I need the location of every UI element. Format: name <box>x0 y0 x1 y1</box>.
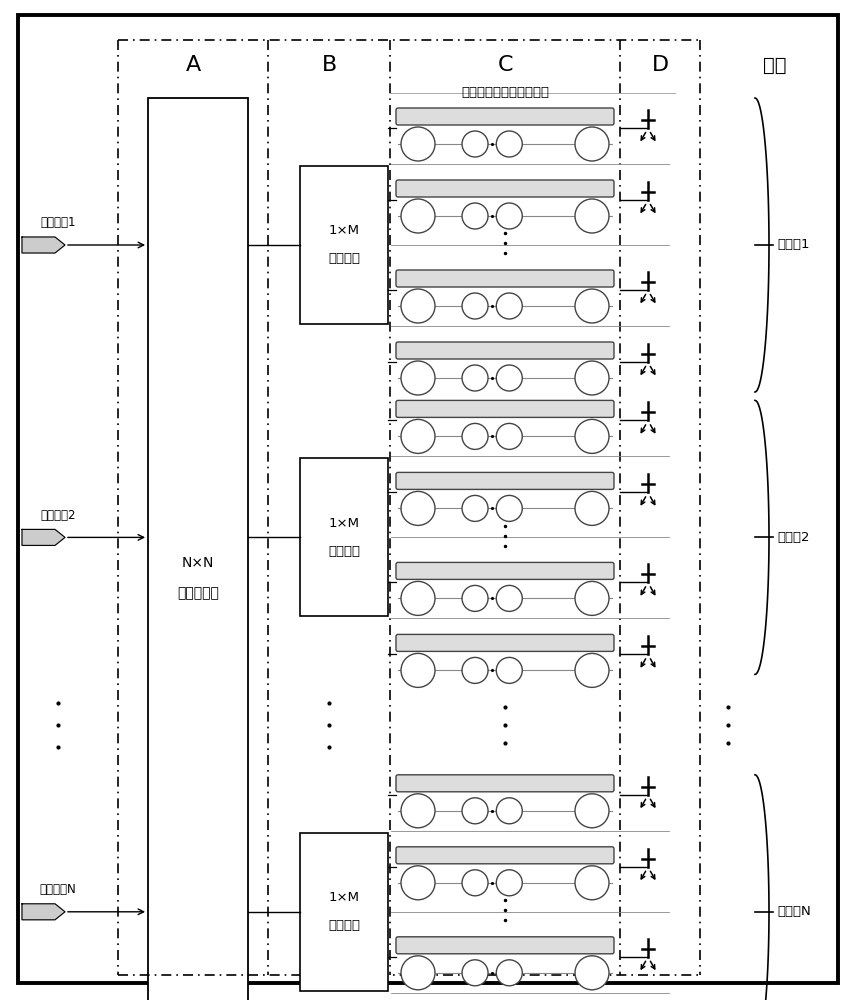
Circle shape <box>496 293 522 319</box>
Circle shape <box>462 657 488 683</box>
Circle shape <box>401 199 435 233</box>
Text: N×N: N×N <box>182 556 215 570</box>
Text: 子阵列2: 子阵列2 <box>777 531 810 544</box>
Circle shape <box>496 798 522 824</box>
Text: 光分路器: 光分路器 <box>328 252 360 265</box>
Polygon shape <box>22 529 65 545</box>
Circle shape <box>462 798 488 824</box>
Text: 光纤输入1: 光纤输入1 <box>40 217 76 230</box>
Circle shape <box>575 653 609 687</box>
Bar <box>148 98 248 1000</box>
FancyBboxPatch shape <box>396 108 614 125</box>
Circle shape <box>496 870 522 896</box>
Circle shape <box>462 203 488 229</box>
Circle shape <box>496 423 522 449</box>
Circle shape <box>401 491 435 525</box>
Circle shape <box>496 495 522 521</box>
Circle shape <box>575 794 609 828</box>
Circle shape <box>496 657 522 683</box>
Circle shape <box>462 365 488 391</box>
Text: 光纤输入2: 光纤输入2 <box>40 509 76 522</box>
Circle shape <box>401 289 435 323</box>
Circle shape <box>462 960 488 986</box>
Circle shape <box>401 127 435 161</box>
Circle shape <box>575 127 609 161</box>
Circle shape <box>462 423 488 449</box>
FancyBboxPatch shape <box>396 937 614 954</box>
Circle shape <box>575 866 609 900</box>
Circle shape <box>401 361 435 395</box>
FancyBboxPatch shape <box>396 342 614 359</box>
Circle shape <box>462 870 488 896</box>
Circle shape <box>575 419 609 453</box>
Text: 超宽带微波光子延时单元: 超宽带微波光子延时单元 <box>461 86 549 99</box>
Circle shape <box>462 293 488 319</box>
Text: 1×M: 1×M <box>328 891 359 904</box>
Text: 光纤输入N: 光纤输入N <box>39 883 76 896</box>
Bar <box>300 458 388 616</box>
Text: 子阵列1: 子阵列1 <box>777 238 810 251</box>
Circle shape <box>575 491 609 525</box>
Text: 光分路器: 光分路器 <box>328 919 360 932</box>
Circle shape <box>401 866 435 900</box>
FancyBboxPatch shape <box>396 270 614 287</box>
Circle shape <box>401 419 435 453</box>
Circle shape <box>462 495 488 521</box>
FancyBboxPatch shape <box>396 634 614 651</box>
FancyBboxPatch shape <box>396 180 614 197</box>
FancyBboxPatch shape <box>396 775 614 792</box>
Circle shape <box>496 203 522 229</box>
Circle shape <box>462 131 488 157</box>
Circle shape <box>496 960 522 986</box>
Text: C: C <box>498 55 513 75</box>
Circle shape <box>401 956 435 990</box>
Text: B: B <box>321 55 337 75</box>
Circle shape <box>575 581 609 615</box>
FancyBboxPatch shape <box>396 472 614 489</box>
FancyBboxPatch shape <box>396 400 614 417</box>
Text: 1×M: 1×M <box>328 517 359 530</box>
Text: D: D <box>652 55 669 75</box>
Polygon shape <box>22 904 65 920</box>
Bar <box>300 166 388 324</box>
Text: A: A <box>186 55 201 75</box>
Text: 子阵列N: 子阵列N <box>777 905 811 918</box>
Bar <box>300 833 388 991</box>
Circle shape <box>401 794 435 828</box>
Circle shape <box>496 365 522 391</box>
Circle shape <box>496 131 522 157</box>
Circle shape <box>401 653 435 687</box>
FancyBboxPatch shape <box>396 562 614 579</box>
Circle shape <box>575 361 609 395</box>
Text: 光分路器: 光分路器 <box>328 545 360 558</box>
Text: 片上: 片上 <box>764 55 787 75</box>
Circle shape <box>575 956 609 990</box>
Text: 光开关阵列: 光开关阵列 <box>177 586 219 600</box>
FancyBboxPatch shape <box>396 847 614 864</box>
Circle shape <box>575 289 609 323</box>
Circle shape <box>462 585 488 611</box>
Text: 1×M: 1×M <box>328 225 359 237</box>
Circle shape <box>401 581 435 615</box>
Circle shape <box>496 585 522 611</box>
Circle shape <box>575 199 609 233</box>
Polygon shape <box>22 237 65 253</box>
